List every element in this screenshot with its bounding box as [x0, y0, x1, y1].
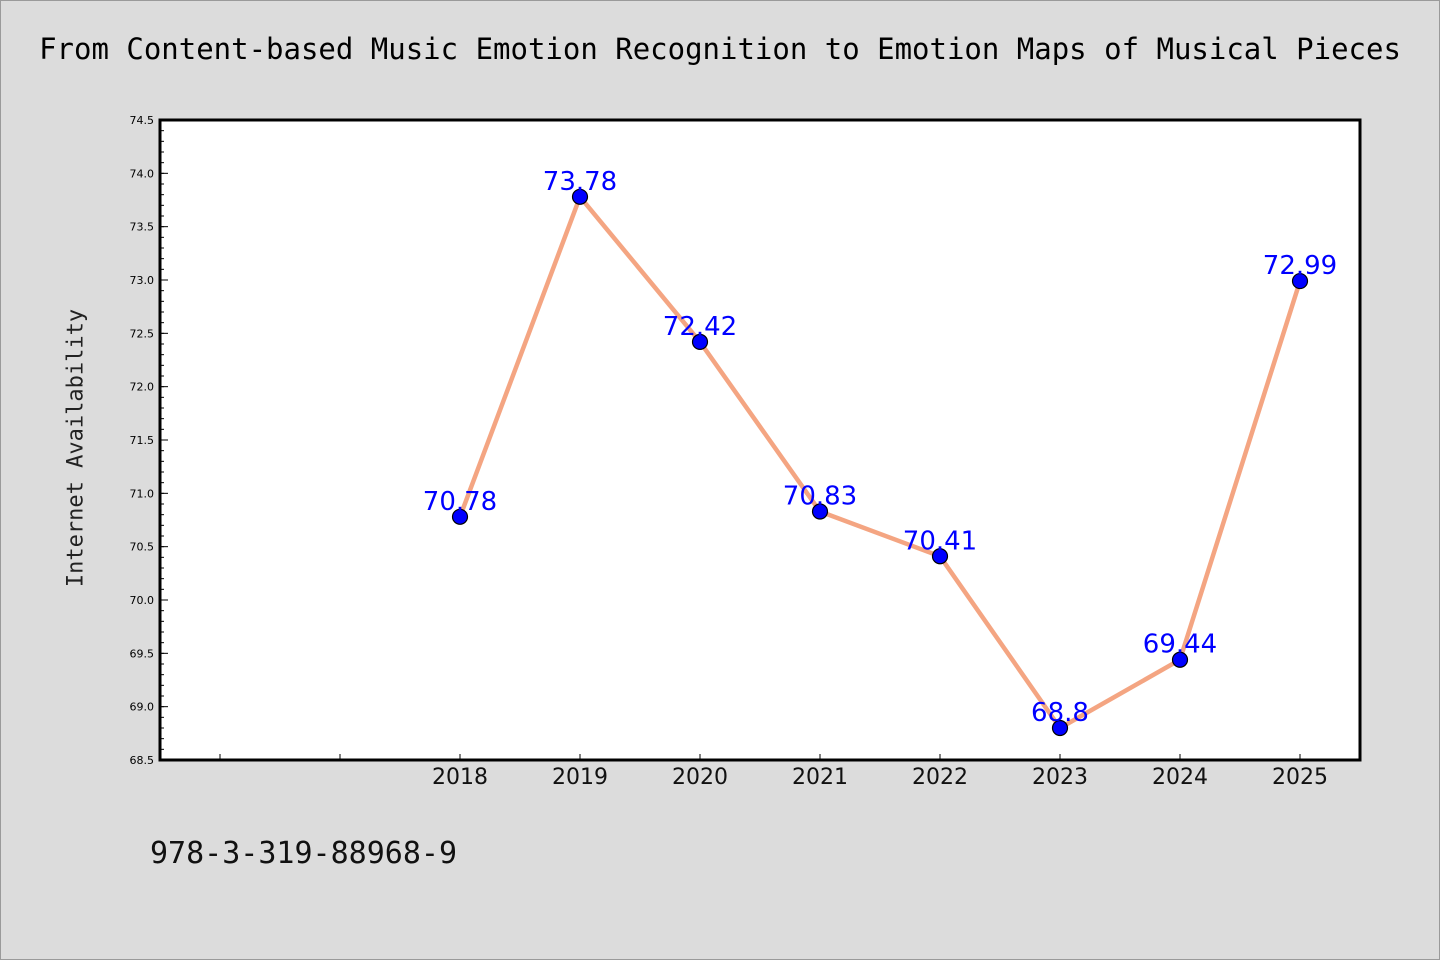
y-tick-label: 73.5	[130, 221, 155, 234]
x-tick-label: 2018	[432, 765, 488, 790]
y-tick-label: 70.5	[130, 541, 155, 554]
data-point	[451, 508, 469, 525]
data-labels: 70.78 73.78 72.42 70.83 70.41 68.8 69.44 72.99	[423, 167, 1337, 728]
y-tick-label: 69.0	[130, 701, 155, 714]
data-point	[691, 333, 709, 350]
data-point	[931, 548, 949, 565]
y-tick-label: 70.0	[130, 594, 155, 607]
data-point	[811, 503, 829, 520]
data-label: 72.99	[1263, 251, 1337, 281]
data-markers	[451, 188, 1309, 737]
x-tick-label: 2025	[1272, 765, 1328, 790]
x-tick-label: 2022	[912, 765, 968, 790]
data-label: 70.78	[423, 487, 497, 517]
x-tick-label: 2021	[792, 765, 848, 790]
data-label: 68.8	[1031, 698, 1089, 728]
plot-area	[160, 120, 1360, 760]
y-tick-label: 71.5	[130, 434, 155, 447]
data-label: 72.42	[663, 312, 737, 342]
data-label: 73.78	[543, 167, 617, 197]
x-tick-labels: 2018 2019 2020 2021 2022 2023 2024 2025	[432, 765, 1328, 790]
data-label: 69.44	[1143, 630, 1217, 660]
y-tick-label: 74.5	[130, 114, 155, 127]
x-tick-label: 2023	[1032, 765, 1088, 790]
data-point	[1051, 719, 1069, 737]
y-tick-label: 71.0	[130, 487, 155, 500]
plot-border	[158, 118, 1362, 762]
y-tick-label: 69.5	[130, 647, 155, 660]
y-tick-label: 74.0	[130, 167, 155, 180]
y-tick-labels: 68.5 69.0 69.5 70.0 70.5 71.0 71.5 72.0 72.5 73.0…	[130, 114, 155, 767]
data-point	[571, 188, 589, 205]
series-line-group	[457, 194, 1303, 731]
y-tick-label: 72.0	[130, 381, 155, 394]
data-label: 70.41	[903, 526, 977, 556]
data-point	[1291, 272, 1309, 290]
y-tick-label: 73.0	[130, 274, 155, 287]
data-point	[1171, 651, 1189, 668]
chart-title: From Content-based Music Emotion Recogni…	[39, 32, 1401, 66]
series-line	[457, 194, 1303, 731]
isbn-note: 978-3-319-88968-9	[150, 836, 458, 871]
y-tick-label: 68.5	[130, 754, 155, 767]
x-tick-label: 2024	[1152, 765, 1208, 790]
data-label: 70.83	[783, 481, 857, 511]
y-tick-label: 72.5	[130, 327, 155, 340]
x-tick-label: 2019	[552, 765, 608, 790]
x-tick-label: 2020	[672, 765, 728, 790]
